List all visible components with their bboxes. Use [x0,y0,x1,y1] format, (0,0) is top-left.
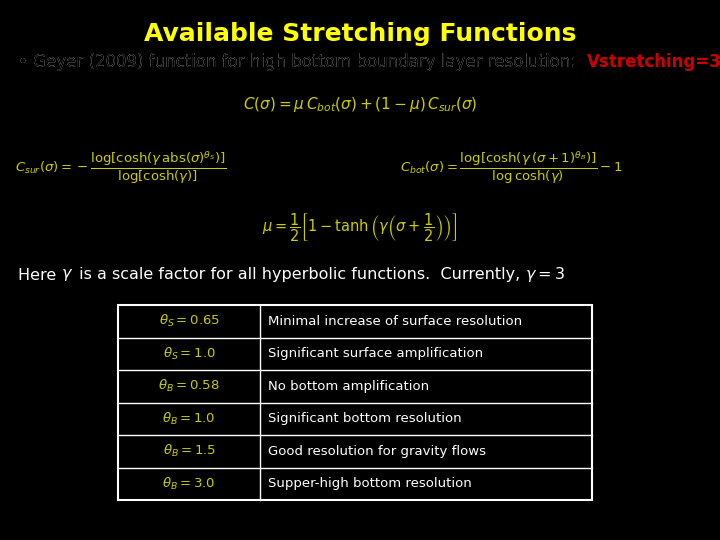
Text: • Geyer (2009) function for high bottom boundary layer resolution:: • Geyer (2009) function for high bottom … [18,53,587,71]
Text: • Geyer (2009) function for high bottom boundary layer resolution:: • Geyer (2009) function for high bottom … [18,53,587,71]
Text: Vstretching=3: Vstretching=3 [587,53,720,71]
Text: $\theta_B = 0.58$: $\theta_B = 0.58$ [158,378,220,394]
Text: $\theta_B = 1.0$: $\theta_B = 1.0$ [163,411,216,427]
Text: Minimal increase of surface resolution: Minimal increase of surface resolution [268,315,522,328]
Bar [118,305,592,500]
Text: $\theta_S = 1.0$: $\theta_S = 1.0$ [163,346,215,362]
Text: $C_{bot}(\sigma) = \dfrac{\log[\cosh(\gamma\,(\sigma+1)^{\theta_B})]}{\log\cosh(: $C_{bot}(\sigma) = \dfrac{\log[\cosh(\ga… [400,150,623,186]
Text: Here: Here [18,267,61,282]
Text: No bottom amplification: No bottom amplification [268,380,429,393]
Text: Available Stretching Functions: Available Stretching Functions [144,22,576,46]
Text: $\gamma = 3$: $\gamma = 3$ [525,266,564,285]
Text: $\theta_S = 0.65$: $\theta_S = 0.65$ [158,313,220,329]
Text: Significant bottom resolution: Significant bottom resolution [268,412,462,426]
Text: Supper-high bottom resolution: Supper-high bottom resolution [268,477,472,490]
Text: $\theta_B = 1.5$: $\theta_B = 1.5$ [163,443,216,460]
Text: $\gamma$: $\gamma$ [61,267,73,283]
Text: $\mu = \dfrac{1}{2}\left[1 - \tanh\left(\gamma\left(\sigma + \dfrac{1}{2}\right): $\mu = \dfrac{1}{2}\left[1 - \tanh\left(… [262,212,458,244]
Text: $C_{sur}(\sigma) = -\dfrac{\log[\cosh(\gamma\,\mathrm{abs}(\sigma)^{\theta_S})]}: $C_{sur}(\sigma) = -\dfrac{\log[\cosh(\g… [15,150,227,186]
Text: $C(\sigma) = \mu\, C_{bot}(\sigma) + (1-\mu)\, C_{sur}(\sigma)$: $C(\sigma) = \mu\, C_{bot}(\sigma) + (1-… [243,96,477,114]
Text: is a scale factor for all hyperbolic functions.  Currently,: is a scale factor for all hyperbolic fun… [73,267,525,282]
Text: $\theta_B = 3.0$: $\theta_B = 3.0$ [163,476,216,492]
Text: Significant surface amplification: Significant surface amplification [268,347,483,360]
Text: Good resolution for gravity flows: Good resolution for gravity flows [268,445,486,458]
